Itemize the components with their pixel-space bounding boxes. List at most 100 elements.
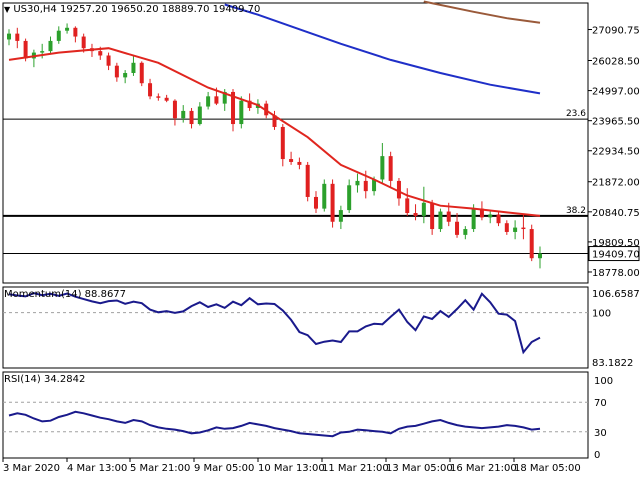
candle-body xyxy=(305,164,310,197)
candle-body xyxy=(488,214,493,218)
candle xyxy=(521,214,526,240)
panel-frames xyxy=(2,2,589,459)
momentum-tick-label: 100 xyxy=(592,309,611,320)
candle xyxy=(189,108,194,129)
time-tick-label: 18 Mar 05:00 xyxy=(514,463,581,474)
candle xyxy=(496,211,501,227)
price-tick-label: 19809.50 xyxy=(592,238,640,249)
current-price-box: 19409.70 xyxy=(588,246,640,262)
candle xyxy=(206,91,211,110)
candle xyxy=(330,179,335,228)
candle-body xyxy=(172,100,177,119)
rsi-tick-label: 0 xyxy=(594,450,600,461)
candle-body xyxy=(438,211,443,230)
candle xyxy=(15,27,20,49)
candle xyxy=(455,213,460,238)
current-price-label: 19409.70 xyxy=(592,250,640,261)
rsi-chart[interactable] xyxy=(8,410,541,438)
candle xyxy=(197,102,202,126)
candle-body xyxy=(521,227,526,230)
candle xyxy=(430,199,435,235)
candle-body xyxy=(272,115,277,127)
candle xyxy=(513,220,518,240)
candle xyxy=(438,208,443,232)
candle xyxy=(463,226,468,240)
rsi-tick-label: 70 xyxy=(594,398,607,409)
candle-body xyxy=(463,229,468,235)
candle xyxy=(280,124,285,167)
candle-body xyxy=(504,223,509,232)
candle-body xyxy=(98,51,103,56)
candle-body xyxy=(7,33,11,40)
candle xyxy=(388,151,393,187)
candle xyxy=(479,201,484,221)
candle-body xyxy=(347,185,352,211)
fib-level-label: 23.6 xyxy=(566,109,586,119)
candle xyxy=(164,94,169,103)
price-tick-label: 21872.00 xyxy=(592,178,640,189)
candle xyxy=(529,224,534,262)
candle xyxy=(405,188,410,216)
candle-body xyxy=(289,159,294,162)
candle xyxy=(421,186,426,224)
candle-body xyxy=(330,183,335,222)
time-tick-label: 13 Mar 05:00 xyxy=(386,463,453,474)
momentum-chart[interactable] xyxy=(8,292,541,355)
price-box-frame xyxy=(588,246,640,262)
candle-body xyxy=(455,221,460,235)
candle xyxy=(48,36,53,55)
candle xyxy=(380,143,385,184)
price-tick-label: 20840.75 xyxy=(592,208,640,219)
candle-body xyxy=(380,156,385,180)
candle xyxy=(322,179,327,212)
candle-body xyxy=(322,183,327,209)
candle-body xyxy=(23,40,28,59)
candle xyxy=(289,151,294,165)
candle-body xyxy=(372,179,377,192)
candle-body xyxy=(496,214,501,224)
candle-body xyxy=(81,36,86,49)
candle-body xyxy=(114,65,119,78)
time-tick-label: 5 Mar 21:00 xyxy=(130,463,190,474)
rsi-tick-label: 100 xyxy=(594,376,613,387)
candle-body xyxy=(197,106,202,125)
candle-body xyxy=(513,227,518,232)
candle xyxy=(172,99,177,126)
candle xyxy=(148,78,153,100)
candle-body xyxy=(123,73,128,78)
candle-body xyxy=(421,202,426,216)
candle-body xyxy=(214,96,219,104)
rsi-header: RSI(14) 34.2842 xyxy=(4,374,86,385)
candle-body xyxy=(529,229,534,259)
candle-body xyxy=(164,97,169,101)
price-chart[interactable] xyxy=(7,0,542,269)
candle-body xyxy=(40,51,45,53)
candle-body xyxy=(338,210,343,222)
candle xyxy=(305,161,310,202)
candle-body xyxy=(430,202,435,230)
time-tick-label: 11 Mar 21:00 xyxy=(322,463,389,474)
candle-body xyxy=(231,91,236,125)
moving-average-line xyxy=(423,0,541,24)
symbol-label: US30,H4 xyxy=(13,4,57,15)
candle xyxy=(538,246,542,269)
price-tick-label: 24997.00 xyxy=(592,87,640,98)
candle-body xyxy=(396,180,401,199)
candle xyxy=(338,205,343,230)
candle-body xyxy=(148,83,153,97)
time-tick-label: 4 Mar 13:00 xyxy=(67,463,127,474)
candle-body xyxy=(65,27,70,31)
momentum-panel-frame xyxy=(2,286,589,369)
time-tick-label: 3 Mar 2020 xyxy=(3,463,60,474)
momentum-tick-label: 83.1822 xyxy=(592,358,633,369)
candle xyxy=(313,191,318,213)
time-tick-label: 10 Mar 13:00 xyxy=(258,463,325,474)
momentum-tick-label: 106.6587 xyxy=(592,289,640,300)
candle-body xyxy=(189,110,194,125)
price-tick-label: 18778.00 xyxy=(592,268,640,279)
candle xyxy=(106,52,111,71)
candle-body xyxy=(538,253,542,259)
fib-level-label: 38.2 xyxy=(566,206,586,216)
candle xyxy=(272,110,277,130)
